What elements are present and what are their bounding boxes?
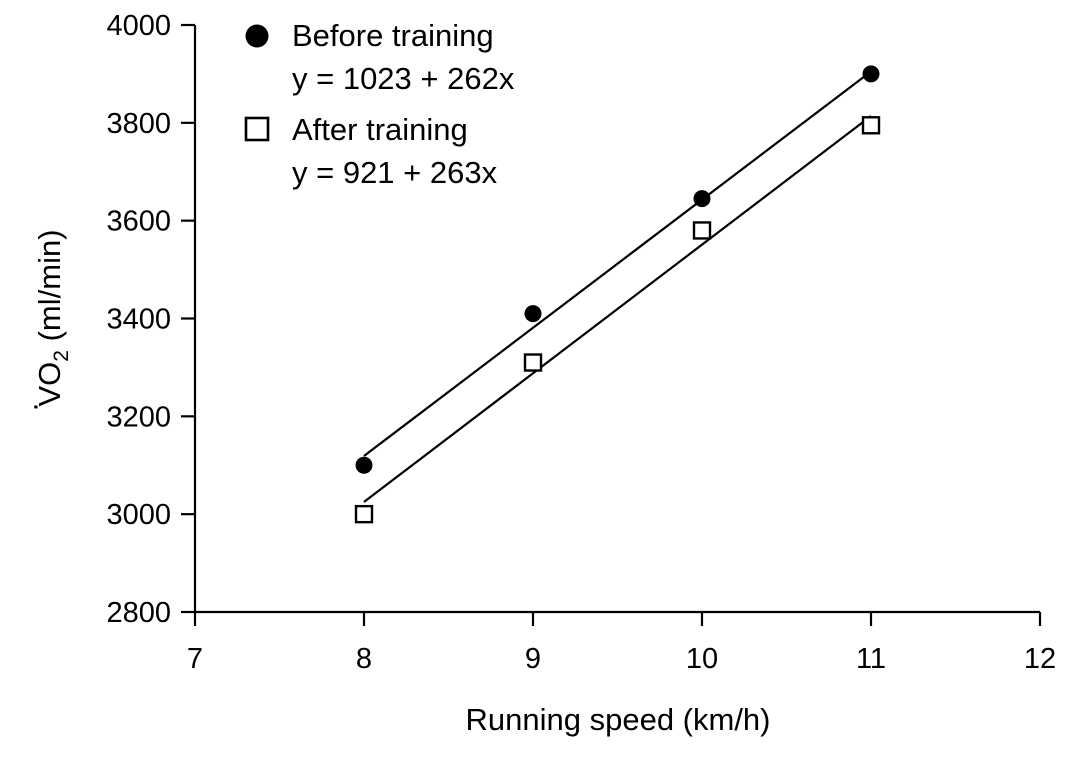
- x-tick-label-9: 9: [525, 643, 541, 675]
- legend-marker-after-training: [244, 116, 270, 142]
- y-axis-title-v: V: [32, 386, 67, 407]
- x-tick-label-12: 12: [1024, 643, 1056, 675]
- point-after-training-1: [523, 353, 543, 372]
- point-before-training-0: [355, 456, 373, 474]
- y-tick-label-3800: 3800: [106, 108, 171, 140]
- y-tick-label-4000: 4000: [106, 10, 171, 42]
- y-axis-title: VO2 (ml/min): [32, 229, 73, 406]
- point-before-training-3: [862, 65, 880, 83]
- y-axis-title-subscript: 2: [50, 350, 73, 362]
- point-before-training-2: [693, 190, 711, 208]
- legend-marker-before-training: [245, 24, 269, 48]
- legend-equation-before-training: y = 1023 + 262x: [292, 61, 515, 96]
- fit-line-after-training: [363, 115, 872, 503]
- y-tick-label-3000: 3000: [106, 499, 171, 531]
- y-tick-label-3600: 3600: [106, 206, 171, 238]
- legend-label-before-training: Before training: [292, 18, 494, 53]
- point-after-training-3: [861, 116, 881, 135]
- x-ticks: 7 8 9 10 11 12: [187, 612, 1056, 675]
- x-tick-label-11: 11: [856, 643, 886, 675]
- point-after-training-0: [354, 504, 374, 524]
- y-axis-title-units: (ml/min): [32, 229, 67, 350]
- x-tick-label-7: 7: [187, 643, 203, 675]
- legend-equation-after-training: y = 921 + 263x: [292, 155, 498, 190]
- y-ticks: 2800 3000 3200 3400 3600 3800 4000: [106, 10, 195, 629]
- y-tick-label-2800: 2800: [106, 597, 171, 629]
- fit-line-before-training: [363, 70, 872, 457]
- y-tick-label-3200: 3200: [106, 401, 171, 433]
- legend: Before training y = 1023 + 262x After tr…: [244, 18, 515, 190]
- x-tick-label-8: 8: [356, 643, 372, 675]
- fit-lines: [363, 70, 872, 503]
- point-after-training-2: [692, 221, 712, 240]
- y-tick-label-3400: 3400: [106, 304, 171, 336]
- y-axis-title-dot: ·: [16, 402, 51, 412]
- point-before-training-1: [524, 305, 542, 323]
- x-tick-label-10: 10: [686, 643, 718, 675]
- data-points: [354, 65, 881, 524]
- y-axis-title-o: O: [32, 362, 67, 386]
- x-axis-title: Running speed (km/h): [466, 702, 771, 737]
- legend-label-after-training: After training: [292, 112, 468, 147]
